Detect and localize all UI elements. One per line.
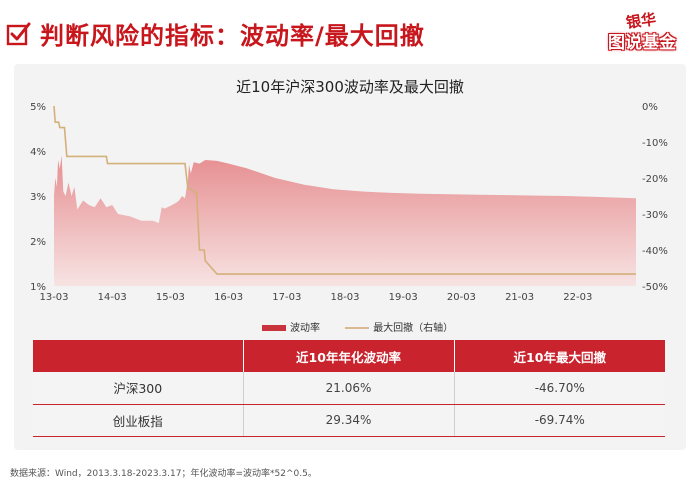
legend-label-volatility: 波动率 <box>290 323 320 334</box>
legend-item-drawdown: 最大回撤（右轴） <box>345 319 453 334</box>
table-row: 沪深300 21.06% -46.70% <box>33 372 665 405</box>
left-tick-label: 4% <box>30 147 46 158</box>
brand-logo: 银华 图说基金 <box>604 4 696 54</box>
table-header-volatility: 近10年年化波动率 <box>243 340 455 372</box>
x-tick-label: 14-03 <box>98 292 127 303</box>
table-header-row: 近10年年化波动率 近10年最大回撤 <box>33 340 665 372</box>
x-tick-label: 15-03 <box>156 292 185 303</box>
chart-title: 近10年沪深300波动率及最大回撤 <box>236 78 464 96</box>
table-header-drawdown: 近10年最大回撤 <box>454 340 665 372</box>
chart-legend: 波动率 最大回撤（右轴） <box>262 319 475 335</box>
row-drawdown: -69.74% <box>454 404 665 437</box>
row-volatility: 21.06% <box>243 372 455 405</box>
right-axis: 0% -10% -20% -30% -40% -50% <box>642 102 668 293</box>
stats-table: 近10年年化波动率 近10年最大回撤 沪深300 21.06% -46.70% … <box>33 340 665 437</box>
x-axis: 13-03 14-03 15-03 16-03 17-03 18-03 19-03 20-03… <box>39 292 592 303</box>
right-tick-label: -10% <box>642 138 668 149</box>
legend-item-volatility: 波动率 <box>262 319 320 334</box>
data-source-footnote: 数据来源：Wind，2013.3.18-2023.3.17；年化波动率=波动率*… <box>10 469 317 479</box>
right-tick-label: 0% <box>642 102 658 113</box>
right-tick-label: -30% <box>642 210 668 221</box>
legend-swatch-volatility <box>262 325 286 331</box>
header: 判断风险的指标：波动率/最大回撤 银华 图说基金 <box>0 0 700 60</box>
x-tick-label: 19-03 <box>389 292 418 303</box>
checkbox-check-icon <box>6 22 31 46</box>
x-tick-label: 13-03 <box>39 292 68 303</box>
page-title: 判断风险的指标：波动率/最大回撤 <box>40 22 425 50</box>
right-tick-label: -40% <box>642 246 668 257</box>
volatility-area <box>54 155 636 286</box>
left-axis: 5% 4% 3% 2% 1% <box>30 102 46 293</box>
left-tick-label: 2% <box>30 237 46 248</box>
row-name: 沪深300 <box>33 372 244 405</box>
x-tick-label: 18-03 <box>330 292 359 303</box>
right-tick-label: -50% <box>642 282 668 293</box>
right-tick-label: -20% <box>642 174 668 185</box>
x-tick-label: 21-03 <box>505 292 534 303</box>
row-drawdown: -46.70% <box>454 372 665 405</box>
row-volatility: 29.34% <box>243 404 455 437</box>
drawdown-line <box>53 105 636 275</box>
table-row: 创业板指 29.34% -69.74% <box>33 404 665 437</box>
x-tick-label: 22-03 <box>563 292 592 303</box>
logo-column-name: 图说基金 <box>608 33 676 53</box>
legend-label-drawdown: 最大回撤（右轴） <box>373 323 454 334</box>
table-header-blank <box>33 340 244 372</box>
x-tick-label: 20-03 <box>447 292 476 303</box>
left-tick-label: 5% <box>30 102 46 113</box>
legend-swatch-drawdown <box>345 327 370 329</box>
x-tick-label: 16-03 <box>214 292 243 303</box>
left-tick-label: 1% <box>30 282 46 293</box>
row-name: 创业板指 <box>33 404 244 437</box>
x-tick-label: 17-03 <box>272 292 301 303</box>
left-tick-label: 3% <box>30 192 46 203</box>
